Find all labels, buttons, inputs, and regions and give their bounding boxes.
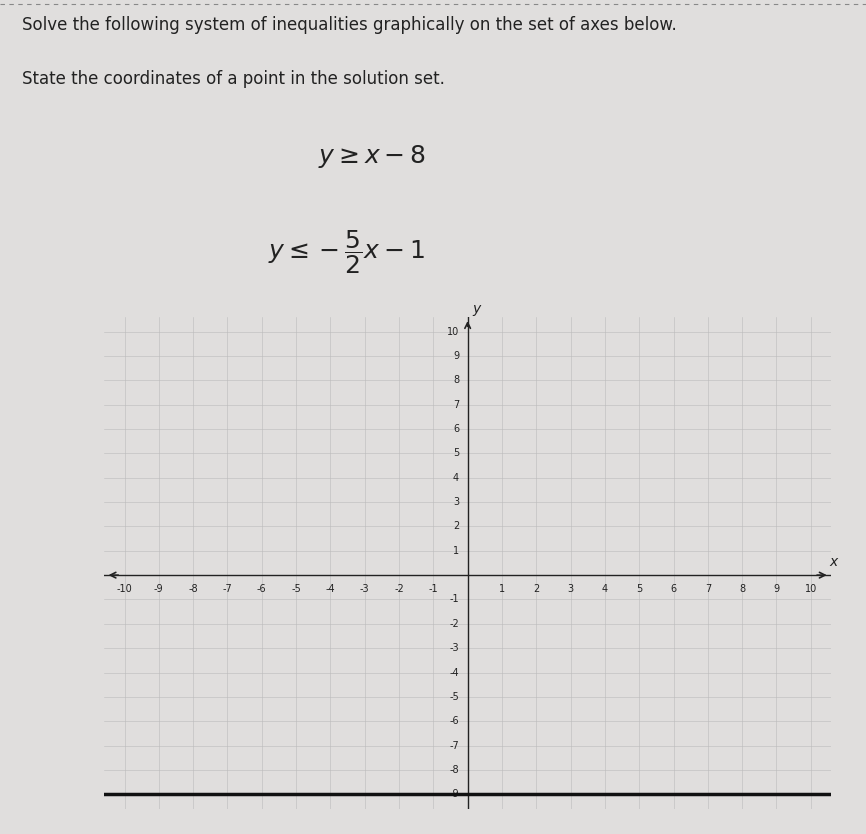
Text: -10: -10 [117,584,132,594]
Text: 10: 10 [447,327,459,337]
Text: 6: 6 [670,584,676,594]
Text: 9: 9 [773,584,779,594]
Text: 7: 7 [453,399,459,409]
Text: 5: 5 [453,449,459,459]
Text: -7: -7 [223,584,232,594]
Text: -9: -9 [154,584,164,594]
Text: -8: -8 [449,765,459,775]
Text: $y \leq -\dfrac{5}{2}x - 1$: $y \leq -\dfrac{5}{2}x - 1$ [268,229,425,276]
Text: y: y [472,302,481,316]
Text: 5: 5 [637,584,643,594]
Text: Solve the following system of inequalities graphically on the set of axes below.: Solve the following system of inequaliti… [22,16,676,34]
Text: -2: -2 [394,584,404,594]
Text: 3: 3 [567,584,573,594]
Text: -2: -2 [449,619,459,629]
Text: x: x [829,555,837,569]
Text: State the coordinates of a point in the solution set.: State the coordinates of a point in the … [22,70,444,88]
Text: 10: 10 [805,584,817,594]
Text: $y \geq x - 8$: $y \geq x - 8$ [319,143,426,169]
Text: 1: 1 [453,545,459,555]
Text: -3: -3 [449,643,459,653]
Text: -9: -9 [449,789,459,799]
Text: 8: 8 [739,584,746,594]
Text: 7: 7 [705,584,711,594]
Text: -5: -5 [449,692,459,702]
Text: -1: -1 [449,595,459,605]
Text: 9: 9 [453,351,459,361]
Text: -8: -8 [188,584,198,594]
Text: -6: -6 [257,584,267,594]
Text: -4: -4 [326,584,335,594]
Text: 6: 6 [453,424,459,434]
Text: -3: -3 [360,584,370,594]
Text: 2: 2 [453,521,459,531]
Text: 8: 8 [453,375,459,385]
Text: 4: 4 [453,473,459,483]
Text: 3: 3 [453,497,459,507]
Text: -5: -5 [291,584,301,594]
Text: 4: 4 [602,584,608,594]
Text: -6: -6 [449,716,459,726]
Text: -1: -1 [429,584,438,594]
Text: 2: 2 [533,584,540,594]
Text: -4: -4 [449,667,459,677]
Text: -7: -7 [449,741,459,751]
Text: 1: 1 [499,584,505,594]
